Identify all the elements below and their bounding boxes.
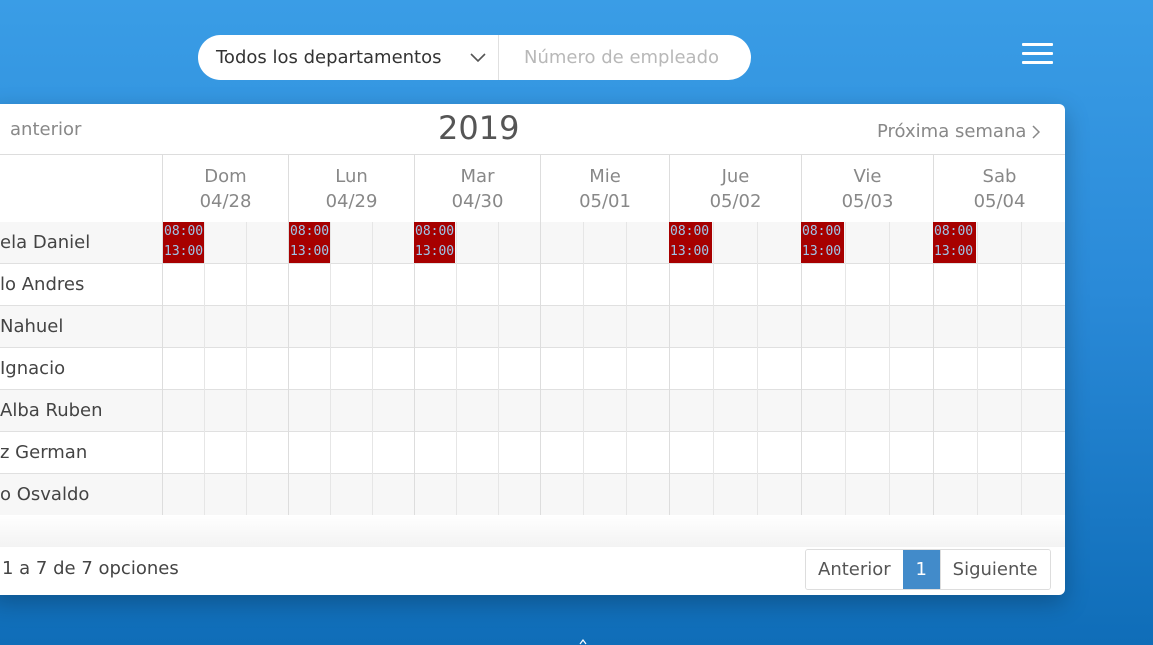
grid-divider [372, 222, 373, 515]
day-name: Sab [982, 166, 1017, 187]
grid-divider [977, 222, 978, 515]
grid-divider [498, 222, 499, 515]
shift-end: 13:00 [802, 244, 842, 259]
grid-divider [713, 222, 714, 515]
employee-name: Nahuel [0, 316, 64, 337]
shift-end: 13:00 [670, 244, 710, 259]
grid-divider [162, 222, 163, 515]
pagination-summary: 1 a 7 de 7 opciones [2, 558, 179, 579]
day-header-jue: Jue 05/02 [669, 154, 801, 222]
employee-name: o Osvaldo [0, 484, 90, 505]
shift-start: 08:00 [164, 224, 204, 239]
shift-block[interactable]: 08:00 13:00 [414, 222, 455, 263]
employee-name: ela Daniel [0, 232, 91, 253]
chevron-down-icon [458, 52, 498, 63]
table-row: Ignacio [0, 348, 1065, 390]
day-date: 05/01 [579, 191, 631, 212]
shift-start: 08:00 [290, 224, 330, 239]
grid-divider [204, 222, 205, 515]
grid-divider [933, 222, 934, 515]
shift-start: 08:00 [802, 224, 842, 239]
day-header-sab: Sab 05/04 [933, 154, 1065, 222]
table-row: lo Andres [0, 264, 1065, 306]
pagination: Anterior 1 Siguiente [805, 549, 1051, 590]
grid-divider [845, 222, 846, 515]
shift-end: 13:00 [934, 244, 974, 259]
pagination-next-button[interactable]: Siguiente [939, 550, 1050, 589]
day-header-vie: Vie 05/03 [801, 154, 933, 222]
hamburger-menu-icon[interactable] [1022, 43, 1053, 65]
day-date: 05/04 [973, 191, 1026, 212]
employee-name: Ignacio [0, 358, 66, 379]
grid-divider [414, 222, 415, 515]
department-select[interactable]: Todos los departamentos [198, 35, 499, 80]
department-select-label: Todos los departamentos [216, 47, 442, 68]
day-name: Mar [460, 166, 495, 187]
next-week-link[interactable]: Próxima semana [877, 121, 1041, 142]
grid-divider [801, 222, 802, 515]
shift-start: 08:00 [415, 224, 455, 239]
table-row: Alba Ruben [0, 390, 1065, 432]
day-header-dom: Dom 04/28 [162, 154, 288, 222]
grid-divider [626, 222, 627, 515]
footer-divider [0, 515, 1065, 547]
grid-divider [330, 222, 331, 515]
employee-name: lo Andres [0, 274, 85, 295]
chevron-right-icon [1032, 124, 1041, 139]
grid-divider [669, 222, 670, 515]
day-date: 04/30 [451, 191, 504, 212]
calendar-header-row [0, 154, 1065, 222]
filter-bar: Todos los departamentos [198, 35, 751, 80]
shift-start: 08:00 [670, 224, 710, 239]
day-date: 04/28 [199, 191, 252, 212]
grid-divider [583, 222, 584, 515]
shift-block[interactable]: 08:00 13:00 [669, 222, 712, 263]
day-date: 05/02 [709, 191, 762, 212]
day-date: 05/03 [841, 191, 894, 212]
shift-block[interactable]: 08:00 13:00 [801, 222, 844, 263]
year-title: 2019 [438, 109, 520, 147]
employee-name: Alba Ruben [0, 400, 103, 421]
grid-divider [757, 222, 758, 515]
shift-end: 13:00 [164, 244, 204, 259]
shift-block[interactable]: 08:00 13:00 [289, 222, 330, 263]
day-date: 04/29 [325, 191, 378, 212]
day-header-lun: Lun 04/29 [288, 154, 414, 222]
day-name: Lun [335, 166, 368, 187]
day-name: Mie [589, 166, 621, 187]
shift-end: 13:00 [415, 244, 455, 259]
pagination-page-button[interactable]: 1 [902, 550, 940, 589]
pagination-prev-button[interactable]: Anterior [806, 550, 903, 589]
grid-divider [889, 222, 890, 515]
table-row: Nahuel [0, 306, 1065, 348]
shift-block[interactable]: 08:00 13:00 [933, 222, 976, 263]
shift-start: 08:00 [934, 224, 974, 239]
day-name: Vie [853, 166, 882, 187]
grid-divider [456, 222, 457, 515]
table-row: o Osvaldo [0, 474, 1065, 516]
grid-divider [288, 222, 289, 515]
day-header-mar: Mar 04/30 [414, 154, 540, 222]
prev-week-link[interactable]: anterior [10, 119, 82, 140]
day-name: Jue [721, 166, 750, 187]
day-name: Dom [204, 166, 247, 187]
employee-number-input[interactable] [499, 35, 751, 80]
next-week-label: Próxima semana [877, 121, 1027, 142]
grid-divider [540, 222, 541, 515]
shift-block[interactable]: 08:00 13:00 [163, 222, 204, 263]
table-row: z German [0, 432, 1065, 474]
caret-up-icon [579, 639, 587, 645]
grid-divider [246, 222, 247, 515]
grid-divider [1021, 222, 1022, 515]
table-row: ela Daniel [0, 222, 1065, 264]
employee-name: z German [0, 442, 88, 463]
day-header-mie: Mie 05/01 [540, 154, 669, 222]
shift-end: 13:00 [290, 244, 330, 259]
